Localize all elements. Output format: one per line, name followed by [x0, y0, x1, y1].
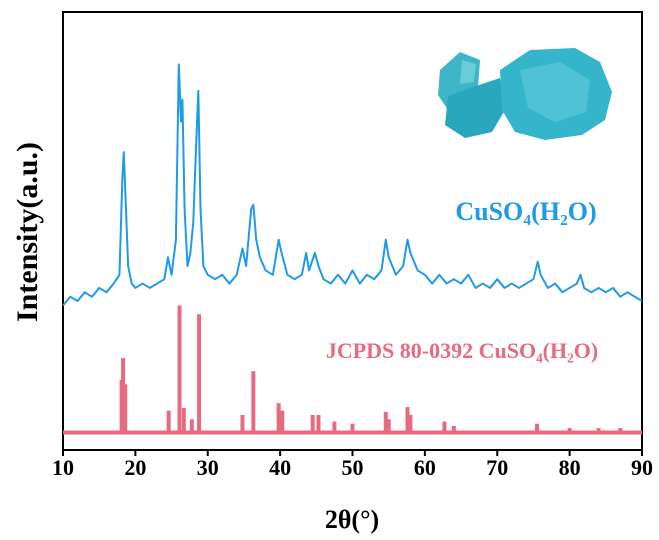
reference-peak: [280, 411, 284, 433]
x-tick-label: 50: [342, 455, 364, 480]
reference-peak: [316, 415, 320, 433]
x-tick-label: 90: [631, 455, 653, 480]
reference-peak: [240, 415, 244, 433]
reference-peak: [182, 408, 186, 433]
reference-peak: [123, 384, 127, 432]
reference-peak: [167, 411, 171, 433]
series-label: JCPDS 80-0392 CuSO₄(H₂O): [326, 338, 598, 363]
x-tick-label: 60: [414, 455, 436, 480]
reference-peak: [178, 305, 182, 432]
x-tick-label: 30: [197, 455, 219, 480]
x-axis-title: 2θ(°): [325, 505, 379, 534]
x-tick-label: 70: [486, 455, 508, 480]
y-axis-title: Intensity(a.u.): [11, 142, 44, 322]
x-tick-label: 80: [559, 455, 581, 480]
x-tick-label: 20: [124, 455, 146, 480]
reference-peak: [408, 415, 412, 433]
x-tick-label: 10: [52, 455, 74, 480]
x-tick-label: 40: [269, 455, 291, 480]
reference-peak: [277, 403, 281, 432]
reference-peak: [197, 314, 201, 432]
chart: CuSO₄(H₂O) JCPDS 80-0392 CuSO₄(H₂O) 2θ(°…: [0, 0, 659, 540]
reference-peak: [251, 371, 255, 432]
reference-peak: [311, 415, 315, 433]
series-label: CuSO₄(H₂O): [455, 197, 596, 226]
crystal-photo: [438, 48, 612, 140]
